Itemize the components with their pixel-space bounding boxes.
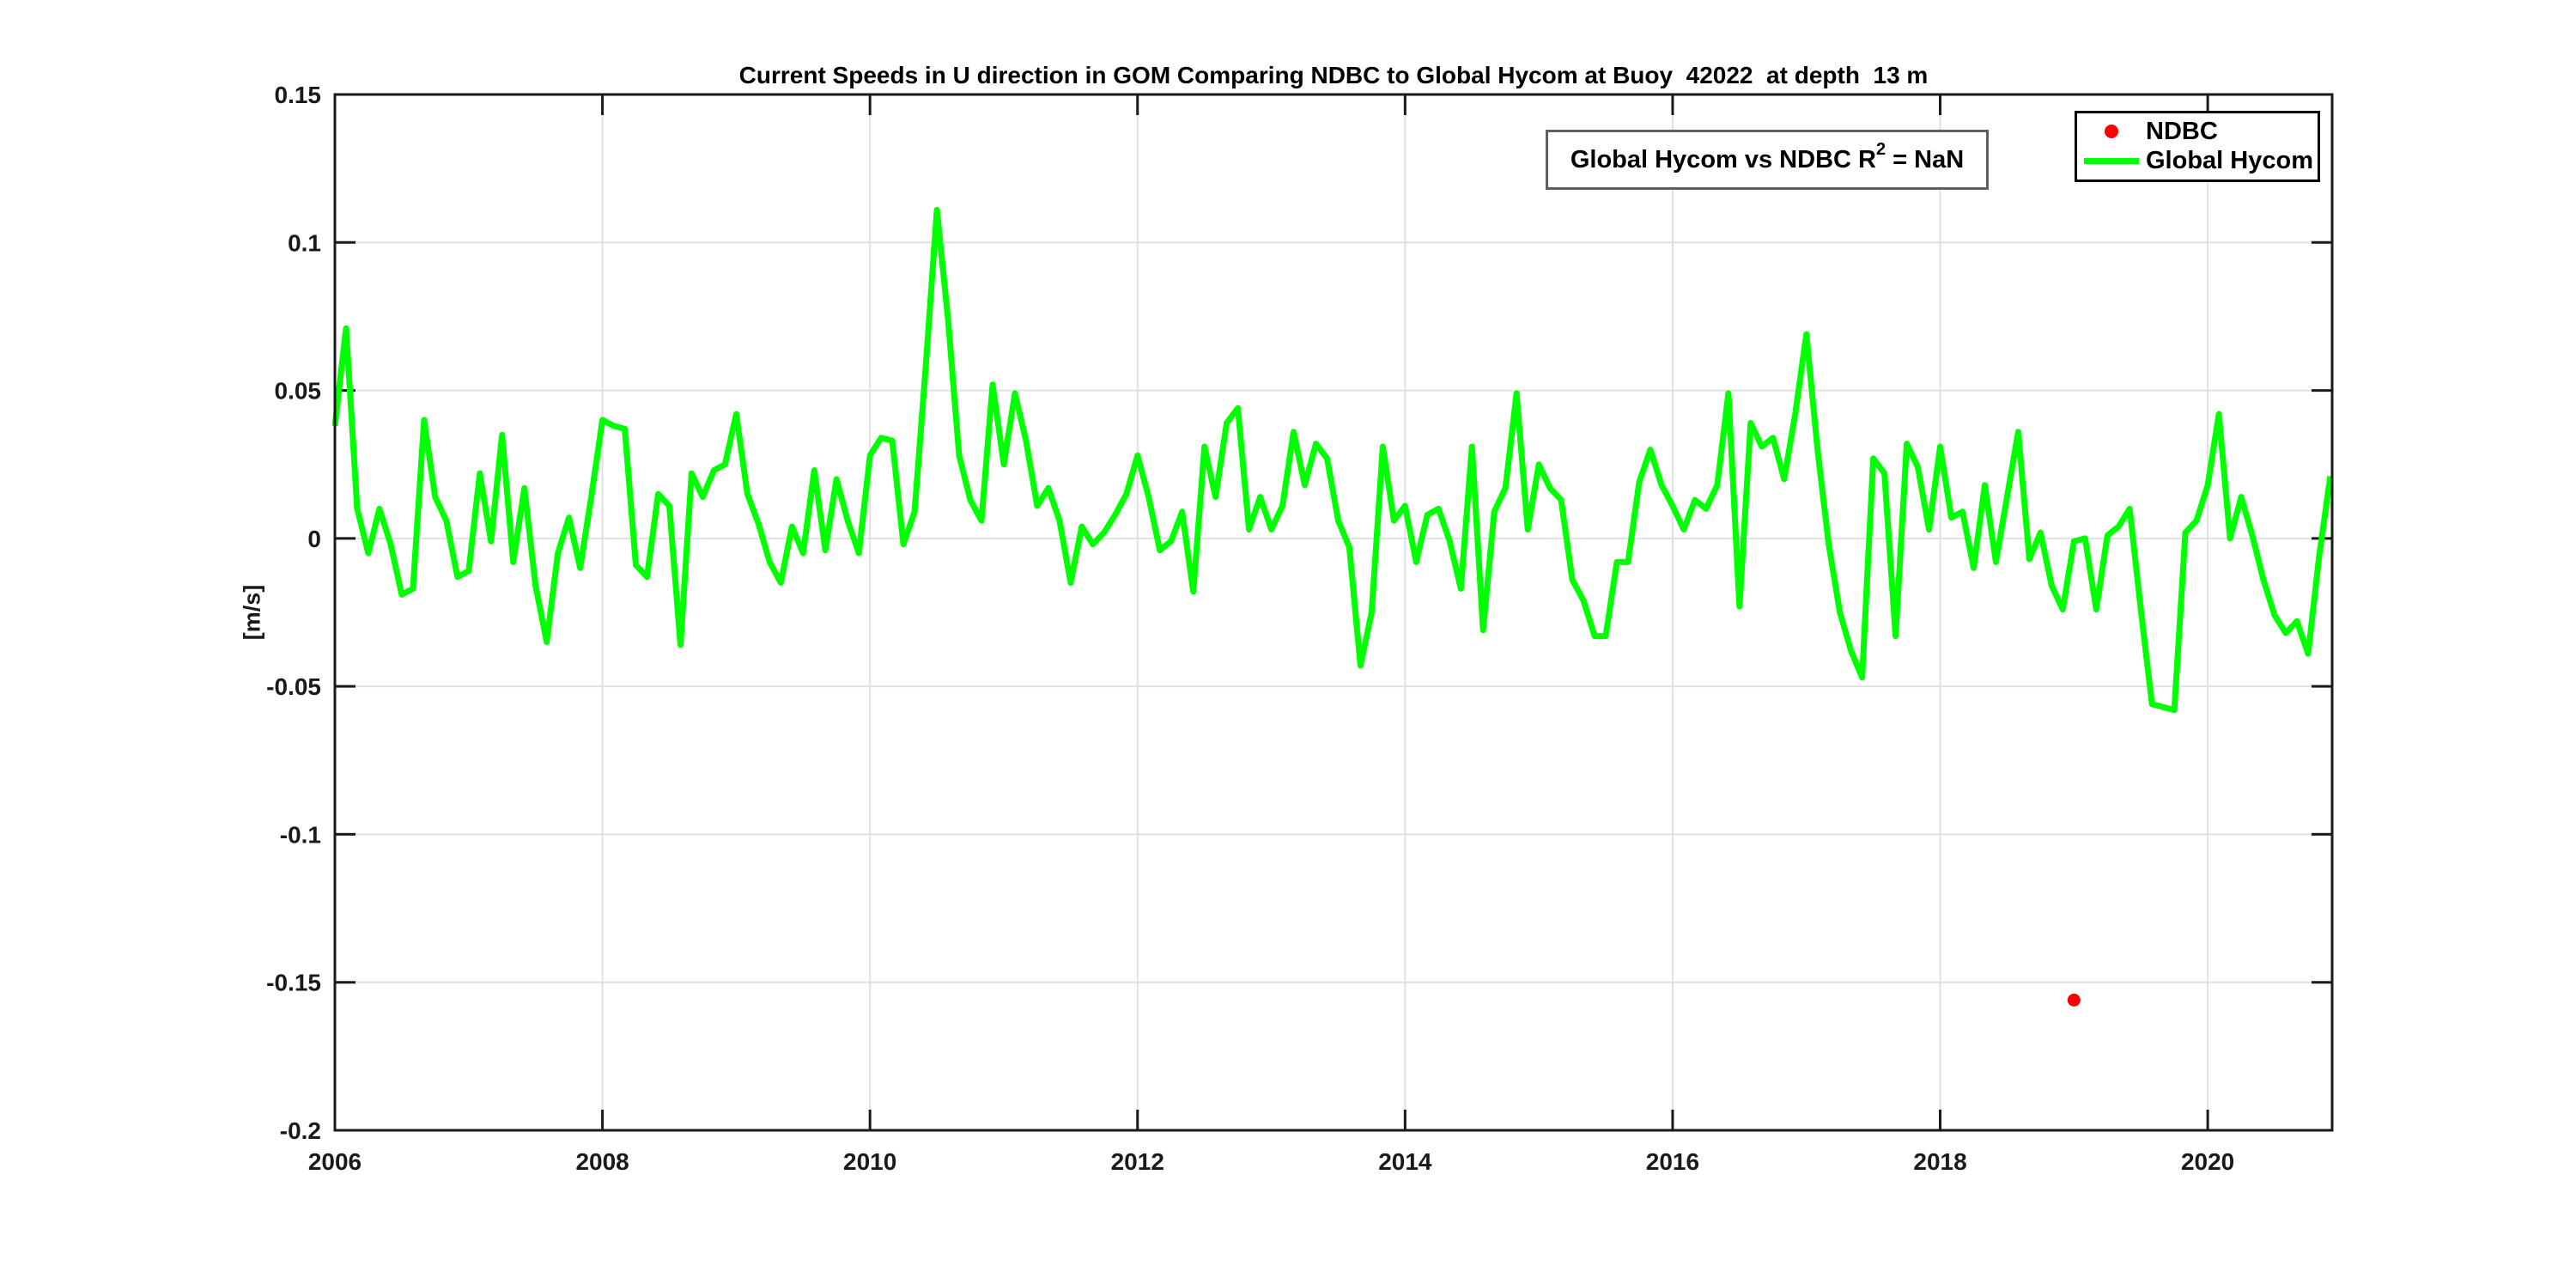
y-tick-label: 0 [307, 526, 321, 552]
x-tick-label: 2012 [1111, 1148, 1164, 1175]
x-tick-label: 2014 [1378, 1148, 1432, 1175]
x-tick-label: 2020 [2181, 1148, 2234, 1175]
y-tick-label: 0.05 [275, 378, 322, 405]
y-tick-label: -0.05 [266, 673, 321, 700]
x-tick-label: 2016 [1646, 1148, 1699, 1175]
annotation-suffix: = NaN [1886, 145, 1965, 173]
legend-marker-cell [2077, 125, 2146, 139]
annotation-superscript: 2 [1875, 139, 1886, 159]
red-dot-marker-icon [2105, 125, 2118, 139]
x-tick-label: 2008 [575, 1148, 629, 1175]
legend-item-ndbc[interactable]: NDBC [2077, 117, 2318, 146]
y-tick-label: -0.2 [280, 1117, 321, 1144]
hycom-line [331, 206, 2334, 714]
green-line-marker-icon [2084, 158, 2139, 165]
legend-item-hycom[interactable]: Global Hycom [2077, 147, 2318, 176]
y-axis-label: [m/s] [239, 584, 265, 641]
ndbc-point [2067, 993, 2081, 1007]
y-tick-label: -0.15 [266, 970, 321, 996]
y-tick-label: 0.1 [288, 229, 321, 256]
chart-title: Current Speeds in U direction in GOM Com… [738, 62, 1929, 88]
legend-label-hycom: Global Hycom [2146, 147, 2313, 175]
y-tick-label: -0.1 [280, 821, 321, 848]
x-tick-label: 2010 [843, 1148, 896, 1175]
x-tick-label: 2018 [1913, 1148, 1966, 1175]
y-tick-label: 0.15 [275, 82, 322, 108]
legend-marker-cell [2077, 158, 2146, 165]
legend-box[interactable]: NDBC Global Hycom [2075, 111, 2320, 182]
annotation-text: Global Hycom vs NDBC R [1570, 145, 1876, 173]
axes-border [333, 93, 2334, 1132]
x-tick-label: 2006 [308, 1148, 361, 1175]
legend-label-ndbc: NDBC [2146, 117, 2218, 145]
